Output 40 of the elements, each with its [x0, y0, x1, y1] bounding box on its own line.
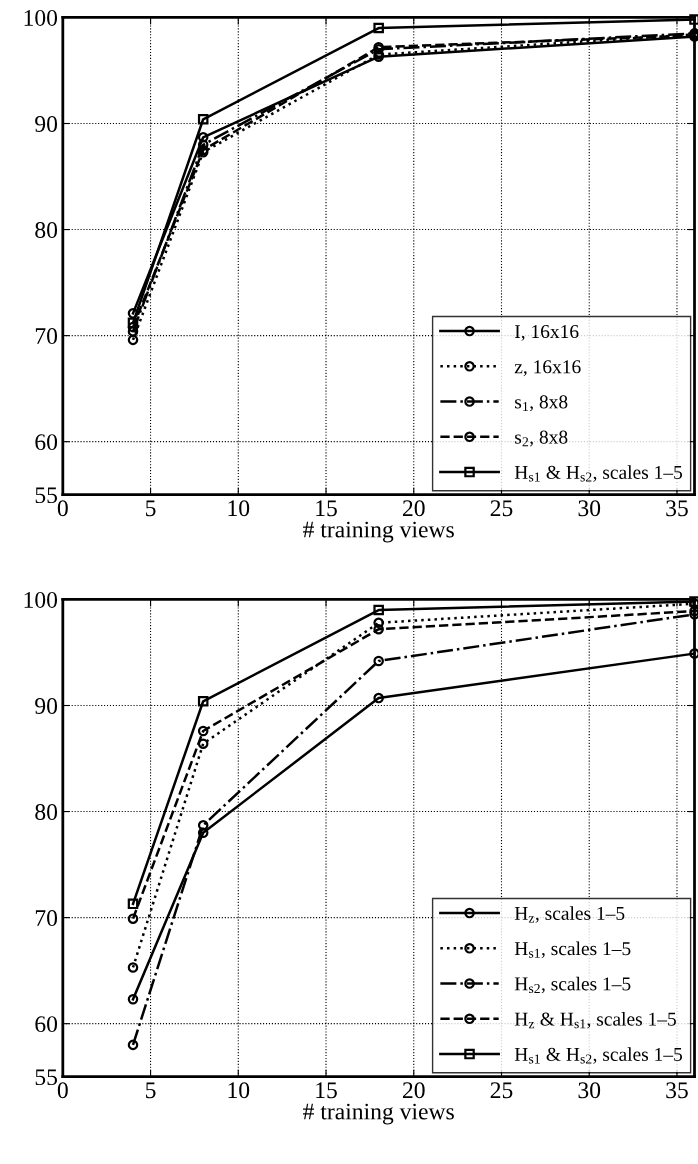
y-tick-label: 55 [35, 1069, 58, 1086]
x-tick-label: 15 [316, 500, 337, 517]
legend-label: H$_{s1}$ & H$_{s2}$, scales 1–5 [514, 465, 683, 482]
y-tick-label: 90 [35, 116, 58, 132]
y-tick-label: 55 [35, 487, 58, 504]
x-axis-title: # training views [303, 1103, 454, 1125]
x-tick-label: 15 [316, 1082, 337, 1099]
x-tick-label: 20 [402, 1082, 425, 1099]
x-tick-label: 30 [578, 500, 601, 517]
legend-label: H$_{s1}$ & H$_{s2}$, scales 1–5 [514, 1047, 683, 1064]
legend-label: H$_{z}$, scales 1–5 [514, 906, 625, 923]
x-tick-label: 0 [57, 500, 68, 517]
x-tick-label: 0 [57, 1082, 68, 1099]
y-tick-label: 60 [35, 1016, 58, 1033]
y-tick-label: 70 [35, 328, 58, 345]
y-tick-label: 70 [35, 910, 58, 927]
x-tick-label: 30 [578, 1082, 601, 1099]
x-tick-label: 10 [228, 500, 250, 517]
y-tick-label: 100 [24, 9, 58, 26]
legend-label: H$_{s1}$, scales 1–5 [514, 941, 631, 959]
legend-label: s$_{1}$, 8x8 [515, 395, 568, 412]
x-tick-label: 20 [402, 500, 425, 517]
legend-label: s$_{2}$, 8x8 [515, 430, 568, 447]
x-tick-label: 5 [146, 500, 156, 517]
legend-label: I, 16x16 [514, 325, 579, 341]
x-tick-label: 5 [146, 1082, 156, 1099]
y-tick-label: 60 [35, 434, 58, 451]
x-tick-label: 25 [490, 1082, 513, 1099]
y-tick-label: 80 [35, 222, 58, 238]
y-tick-label: 80 [35, 804, 58, 820]
legend-label: H$_{z}$ & H$_{s1}$, scales 1–5 [514, 1012, 676, 1029]
x-tick-label: 35 [666, 500, 688, 517]
x-tick-label: 25 [490, 500, 513, 517]
legend-label: z, 16x16 [514, 360, 581, 377]
legend-label: H$_{s2}$, scales 1–5 [514, 976, 631, 994]
x-axis-title: # training views [303, 521, 454, 543]
y-tick-label: 100 [24, 591, 58, 608]
x-tick-label: 10 [228, 1082, 250, 1099]
x-tick-label: 35 [666, 1082, 688, 1099]
y-tick-label: 90 [35, 698, 58, 714]
